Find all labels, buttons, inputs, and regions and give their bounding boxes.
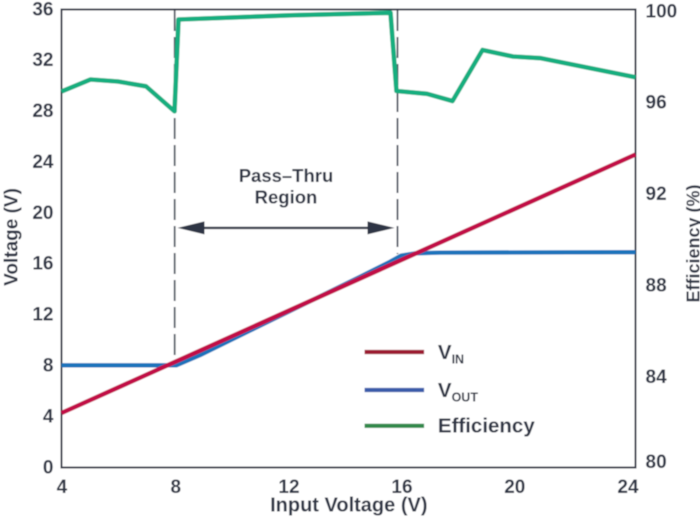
svg-text:88: 88 — [646, 276, 667, 297]
svg-text:12: 12 — [32, 305, 53, 326]
svg-text:4: 4 — [57, 477, 68, 498]
svg-text:Efficiency (%): Efficiency (%) — [684, 184, 700, 302]
svg-text:VIN: VIN — [438, 341, 464, 367]
svg-text:0: 0 — [43, 457, 54, 478]
svg-text:28: 28 — [32, 101, 53, 122]
svg-text:80: 80 — [646, 452, 667, 473]
svg-text:4: 4 — [43, 406, 54, 427]
svg-text:36: 36 — [32, 0, 53, 20]
svg-text:Pass–Thru: Pass–Thru — [239, 165, 334, 186]
svg-text:96: 96 — [646, 93, 667, 114]
svg-text:Efficiency: Efficiency — [438, 415, 535, 438]
svg-text:24: 24 — [32, 152, 54, 173]
svg-text:Region: Region — [255, 186, 318, 207]
svg-text:8: 8 — [171, 477, 182, 498]
svg-text:8: 8 — [43, 356, 54, 377]
svg-text:92: 92 — [646, 184, 667, 205]
svg-text:20: 20 — [32, 203, 53, 224]
svg-text:32: 32 — [32, 50, 53, 71]
svg-text:100: 100 — [646, 2, 678, 23]
svg-text:24: 24 — [617, 477, 639, 498]
svg-text:Voltage (V): Voltage (V) — [2, 188, 23, 286]
svg-text:12: 12 — [278, 477, 299, 498]
svg-text:VOUT: VOUT — [438, 379, 478, 405]
svg-text:16: 16 — [32, 254, 53, 275]
svg-text:84: 84 — [646, 367, 668, 388]
svg-text:Input Voltage (V): Input Voltage (V) — [270, 495, 427, 517]
svg-text:20: 20 — [504, 477, 525, 498]
svg-text:16: 16 — [391, 477, 412, 498]
